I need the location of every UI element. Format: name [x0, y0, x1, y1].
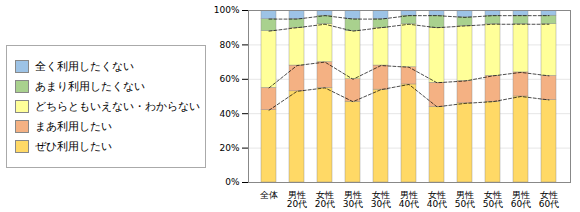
svg-text:20%: 20%: [219, 143, 239, 153]
svg-text:男性60代: 男性60代: [511, 190, 531, 209]
html-text:まあ利用したい: まあ利用したい: [35, 119, 112, 133]
svg-text:男性30代: 男性30代: [343, 190, 363, 209]
svg-text:100%: 100%: [214, 5, 240, 15]
html-text:あまり利用したくない: あまり利用したくない: [35, 79, 145, 93]
svg-text:女性40代: 女性40代: [427, 190, 447, 209]
svg-text:女性50代: 女性50代: [483, 190, 503, 209]
svg-text:女性20代: 女性20代: [315, 190, 335, 209]
html-text:全く利用したくない: 全く利用したくない: [35, 59, 134, 73]
html-text:どちらともいえない・わからない: どちらともいえない・わからない: [35, 99, 200, 113]
svg-text:女性30代: 女性30代: [371, 190, 391, 209]
svg-text:男性50代: 男性50代: [455, 190, 475, 209]
svg-text:80%: 80%: [219, 40, 239, 50]
svg-text:男性40代: 男性40代: [399, 190, 419, 209]
svg-text:女性60代: 女性60代: [539, 190, 559, 209]
svg-text:40%: 40%: [219, 109, 239, 119]
html-text:ぜひ利用したい: ぜひ利用したい: [35, 139, 112, 153]
svg-text:男性20代: 男性20代: [287, 190, 307, 209]
svg-text:全体: 全体: [260, 190, 278, 200]
svg-text:60%: 60%: [219, 74, 239, 84]
svg-text:0%: 0%: [225, 177, 240, 187]
